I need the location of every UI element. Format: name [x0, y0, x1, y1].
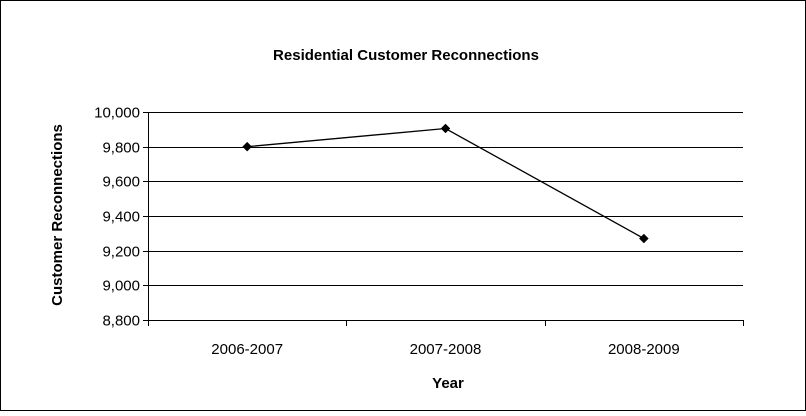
data-point-marker [440, 123, 451, 134]
y-tick-label: 8,800 [102, 313, 140, 330]
x-tick-label: 2006-2007 [211, 341, 283, 358]
chart-title: Residential Customer Reconnections [273, 47, 539, 64]
y-tick-label: 9,200 [102, 244, 140, 261]
y-tick-label: 9,400 [102, 209, 140, 226]
axes [143, 112, 744, 326]
x-axis-title: Year [432, 375, 464, 392]
y-tick-label: 9,800 [102, 140, 140, 157]
y-tick-label: 10,000 [94, 105, 140, 122]
x-tick-labels: 2006-2007 2007-2008 2008-2009 [211, 341, 679, 358]
x-tick-label: 2008-2009 [608, 341, 680, 358]
x-tick-label: 2007-2008 [410, 341, 482, 358]
y-tick-label: 9,000 [102, 278, 140, 295]
data-point-marker [242, 141, 253, 152]
data-markers [242, 123, 649, 244]
y-tick-label: 9,600 [102, 174, 140, 191]
y-tick-labels: 8,800 9,000 9,200 9,400 9,600 9,800 10,000 [94, 105, 140, 330]
y-axis-title: Customer Reconnections [49, 124, 66, 306]
data-point-marker [638, 233, 649, 244]
